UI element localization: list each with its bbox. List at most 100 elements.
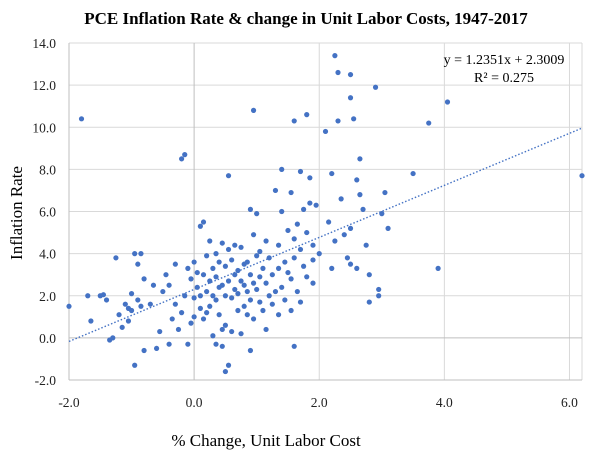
data-point	[247, 206, 254, 212]
trendline-equation: y = 1.2351x + 2.3009	[444, 53, 565, 68]
data-point	[185, 341, 191, 347]
data-point	[225, 173, 232, 179]
data-point	[366, 272, 372, 278]
data-point	[310, 242, 316, 248]
data-point	[219, 343, 225, 349]
data-point	[213, 341, 219, 347]
data-point	[263, 280, 269, 286]
data-point	[282, 297, 288, 303]
data-point	[250, 316, 257, 322]
data-point	[113, 255, 119, 261]
data-point	[197, 293, 203, 299]
data-point	[182, 152, 188, 158]
data-point	[153, 345, 160, 352]
data-point	[169, 316, 175, 322]
data-point	[332, 238, 338, 244]
data-point	[310, 257, 316, 263]
data-point	[297, 168, 304, 175]
data-point	[307, 200, 313, 206]
data-point	[335, 118, 341, 124]
axes	[68, 43, 582, 381]
data-point	[376, 293, 382, 299]
data-point	[222, 368, 229, 375]
data-point	[110, 335, 116, 341]
data-point	[179, 310, 185, 316]
gridlines	[69, 42, 583, 381]
data-point	[347, 95, 354, 101]
x-tick-label: 2.0	[311, 395, 328, 410]
data-point	[279, 208, 285, 215]
data-point	[282, 259, 288, 265]
data-point	[410, 170, 416, 177]
data-point	[188, 320, 194, 326]
data-point	[229, 257, 235, 263]
data-point	[241, 303, 247, 309]
data-point	[279, 166, 285, 172]
data-point	[285, 269, 291, 276]
data-point	[225, 246, 232, 253]
data-point	[78, 116, 85, 122]
data-point	[225, 362, 232, 368]
data-point	[232, 242, 238, 248]
data-point	[347, 261, 354, 267]
data-point	[301, 263, 307, 269]
data-point	[85, 293, 91, 299]
data-point	[344, 255, 350, 261]
data-point	[200, 219, 207, 225]
data-point	[297, 246, 304, 253]
data-point	[435, 265, 441, 271]
data-point	[372, 84, 379, 90]
data-point	[235, 291, 241, 297]
data-point	[269, 301, 275, 307]
data-point	[216, 312, 222, 318]
data-point	[163, 272, 169, 278]
data-point	[219, 326, 225, 333]
data-points	[66, 53, 585, 375]
data-point	[138, 251, 144, 257]
data-point	[316, 251, 322, 257]
data-point	[301, 206, 307, 212]
x-tick-label: -2.0	[58, 395, 80, 410]
data-point	[147, 301, 153, 307]
data-point	[197, 223, 203, 229]
y-tick-label: -2.0	[35, 373, 57, 388]
data-point	[194, 269, 200, 276]
chart-title: PCE Inflation Rate & change in Unit Labo…	[84, 9, 528, 28]
data-point	[207, 238, 213, 244]
data-point	[132, 251, 138, 257]
data-point	[185, 265, 191, 271]
data-point	[200, 316, 207, 322]
data-point	[116, 312, 122, 318]
data-point	[213, 274, 219, 280]
y-tick-label: 12.0	[32, 78, 56, 93]
data-point	[213, 251, 219, 257]
data-point	[426, 120, 432, 126]
data-point	[291, 343, 297, 349]
data-point	[128, 291, 135, 297]
data-point	[100, 292, 107, 298]
data-point	[222, 293, 229, 299]
data-point	[322, 128, 329, 135]
data-point	[219, 282, 225, 288]
tick-labels: -2.0 0.0 2.0 4.0 6.0 8.0 10.0 12.0 14.0 -2.0 0.0 2.…	[32, 36, 578, 410]
data-point	[125, 318, 132, 324]
data-point	[132, 362, 138, 368]
data-point	[238, 331, 244, 337]
data-point	[207, 303, 213, 309]
data-point	[291, 236, 297, 242]
data-point	[341, 232, 347, 238]
data-point	[150, 282, 157, 288]
data-point	[263, 238, 269, 244]
data-point	[241, 282, 247, 288]
data-point	[141, 276, 147, 282]
data-point	[191, 314, 197, 320]
data-point	[250, 280, 257, 286]
data-point	[291, 255, 297, 261]
data-point	[310, 280, 316, 286]
data-point	[329, 265, 335, 271]
data-point	[160, 288, 166, 295]
data-point	[122, 301, 128, 307]
data-point	[250, 232, 257, 238]
trendline	[68, 127, 583, 343]
